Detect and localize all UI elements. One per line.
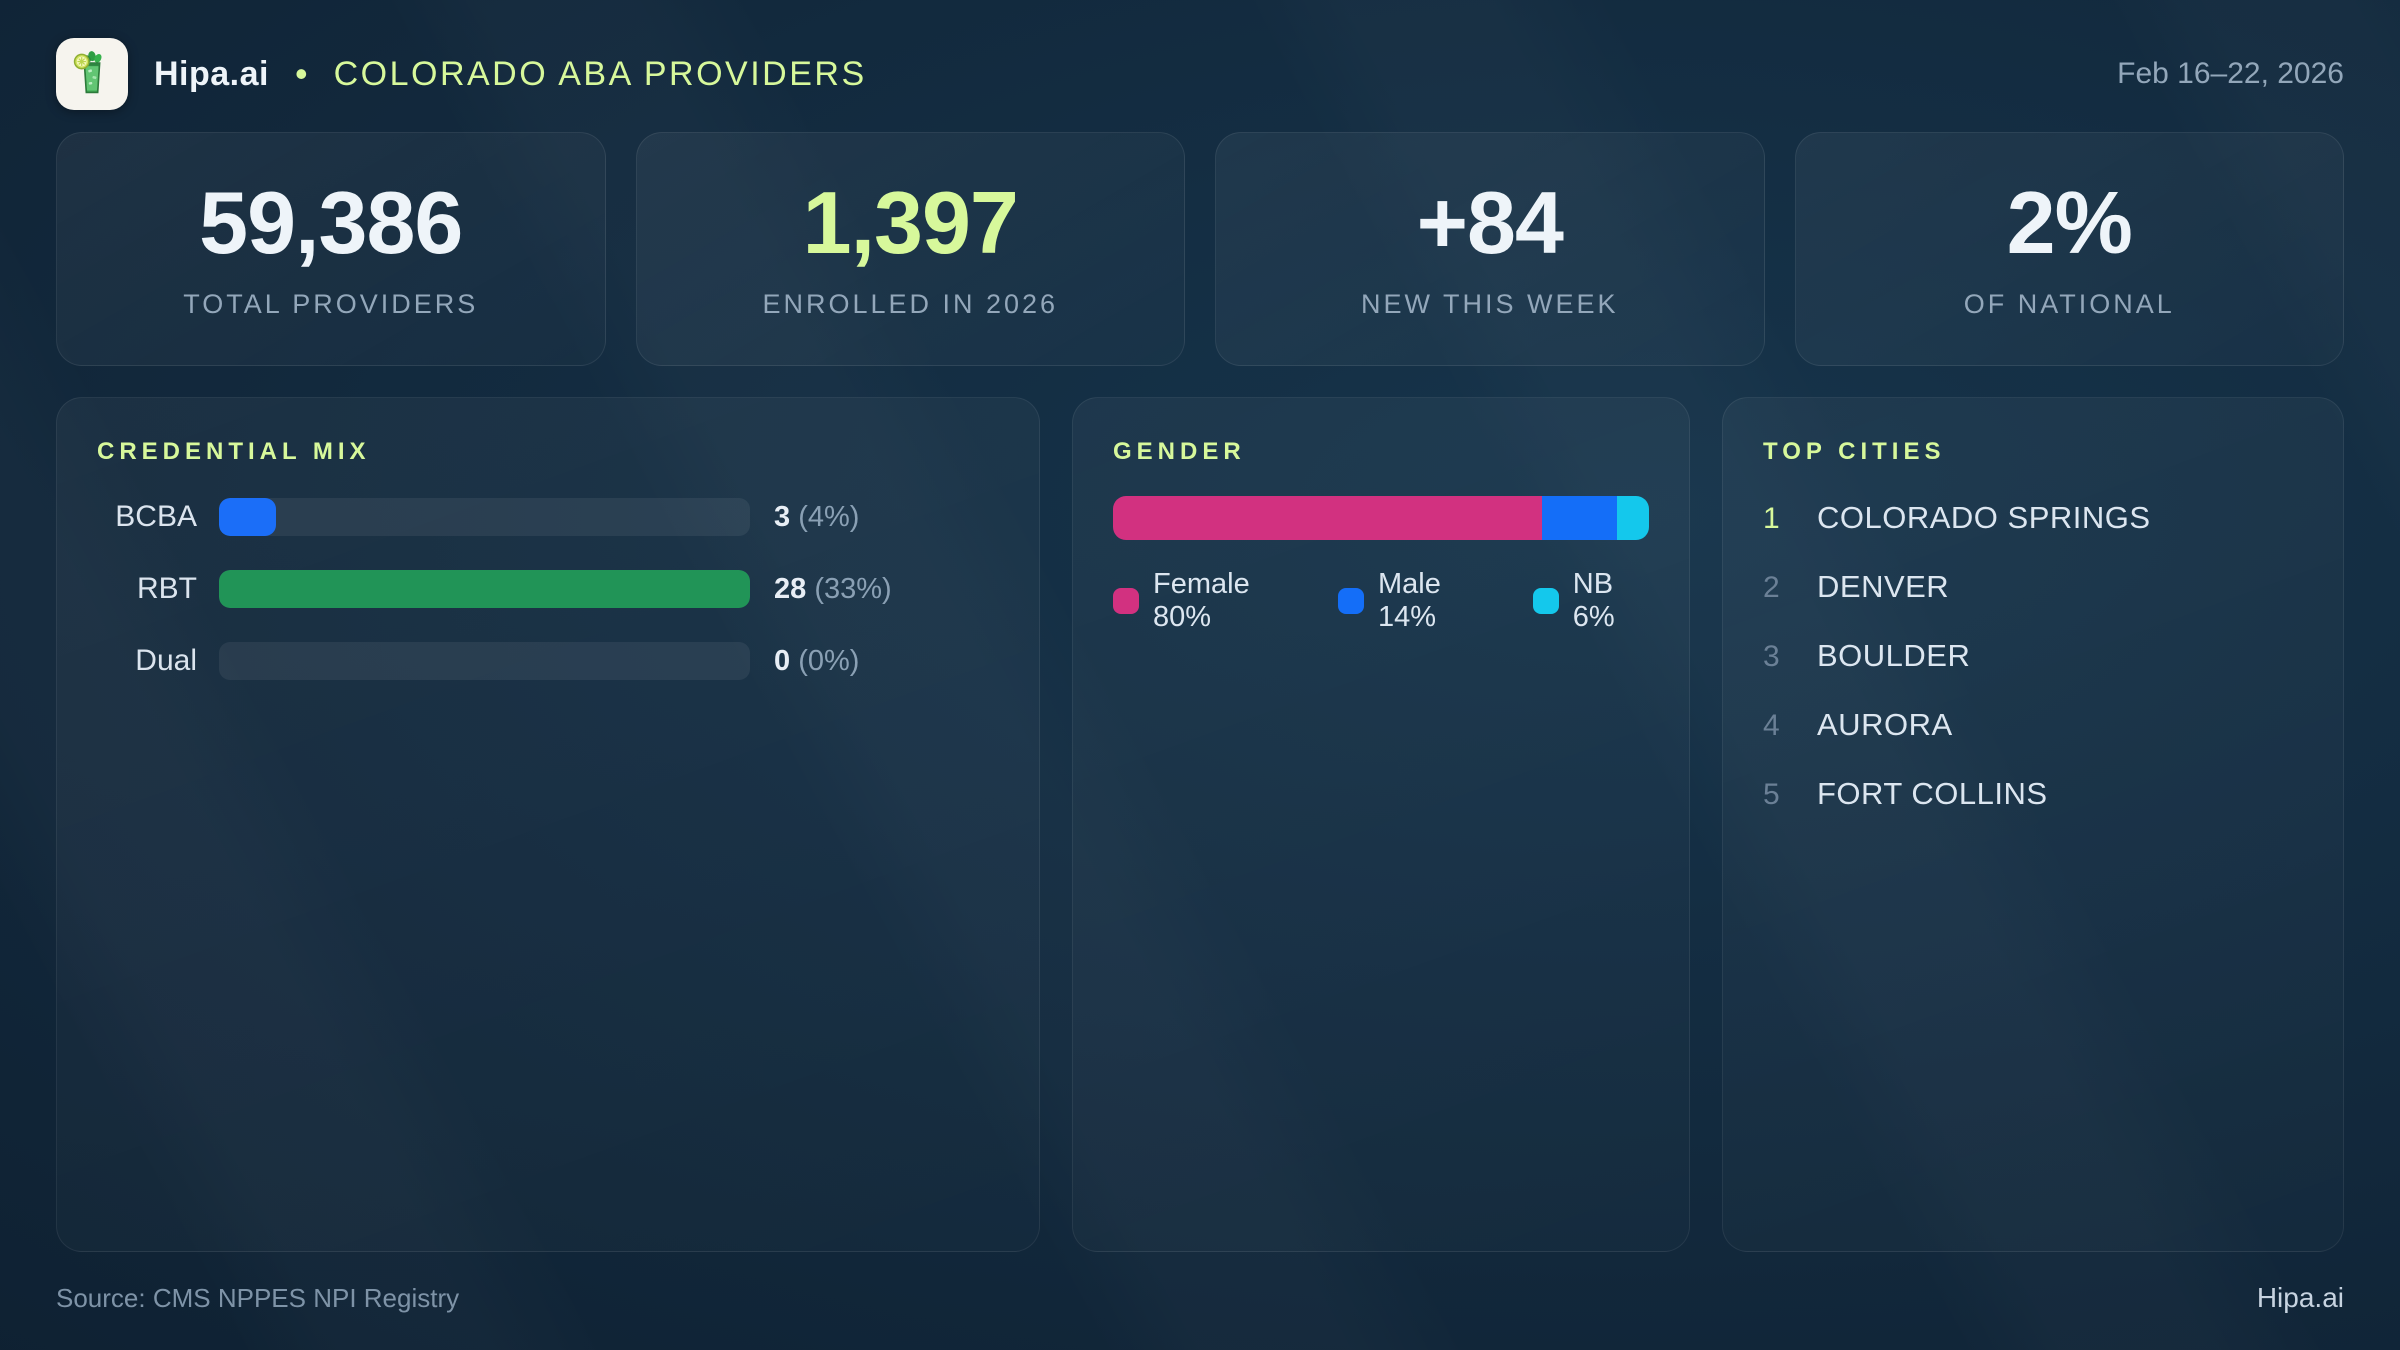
gender-bar-segment-female (1113, 496, 1542, 540)
mojito-glass-icon (56, 38, 128, 110)
footer-brand: Hipa.ai (2256, 1282, 2344, 1313)
credential-percent: (0%) (798, 644, 860, 677)
panels-row: CREDENTIAL MIX BCBA 3 (4%) RBT 28 (33%) Dual… (56, 397, 2344, 1252)
credential-mix-chart: BCBA 3 (4%) RBT 28 (33%) Dual 0 (0%) (97, 498, 999, 680)
source-attribution: Source: CMS NPPES NPI Registry (56, 1282, 460, 1313)
stat-card-new-this-week: +84 NEW THIS WEEK (1215, 132, 1765, 366)
city-name: AURORA (1817, 707, 1953, 742)
city-row: 1 COLORADO SPRINGS (1763, 500, 2303, 536)
stat-label: ENROLLED IN 2026 (762, 288, 1059, 319)
stat-card-enrolled: 1,397 ENROLLED IN 2026 (635, 132, 1185, 366)
city-row: 2 DENVER (1763, 569, 2303, 605)
credential-bar-track (219, 642, 750, 680)
credential-count: 0 (774, 644, 791, 677)
legend-label: Female 80% (1153, 568, 1250, 633)
stat-value: 2% (2006, 172, 2133, 272)
city-rank: 5 (1763, 778, 1780, 811)
credential-label: RBT (137, 572, 197, 605)
credential-value: 0 (0%) (774, 645, 859, 678)
gender-bar-segment-nb (1616, 496, 1649, 540)
legend-label: Male 14% (1377, 568, 1441, 633)
credential-mix-panel: CREDENTIAL MIX BCBA 3 (4%) RBT 28 (33%) Dual… (56, 397, 1040, 1252)
city-rank: 3 (1763, 640, 1780, 673)
gender-stacked-bar (1113, 496, 1649, 540)
stat-card-of-national: 2% OF NATIONAL (1794, 132, 2344, 366)
credential-row-rbt: RBT 28 (33%) (97, 570, 999, 608)
credential-percent: (4%) (798, 500, 860, 533)
date-range: Feb 16–22, 2026 (2117, 57, 2344, 90)
top-cities-title: TOP CITIES (1763, 438, 1946, 465)
gender-bar-segment-male (1541, 496, 1617, 540)
credential-percent: (33%) (814, 572, 892, 605)
legend-item-female: Female 80% (1113, 568, 1294, 634)
footer: Source: CMS NPPES NPI Registry Hipa.ai (56, 1282, 2344, 1314)
header: Hipa.ai • COLORADO ABA PROVIDERS Feb 16–… (56, 38, 2344, 110)
mojito-glass-graphic (73, 51, 102, 94)
credential-label: BCBA (115, 500, 197, 533)
legend-swatch-icon (1532, 588, 1559, 614)
city-row: 4 AURORA (1763, 707, 2303, 743)
stat-card-total-providers: 59,386 TOTAL PROVIDERS (56, 132, 606, 366)
brand-group: Hipa.ai • COLORADO ABA PROVIDERS (56, 38, 867, 110)
credential-value: 3 (4%) (774, 501, 859, 534)
gender-panel: GENDER Female 80% Male 14% NB 6% (1072, 397, 1690, 1252)
credential-label: Dual (135, 644, 197, 677)
separator-dot-icon: • (294, 53, 308, 94)
credential-mix-title: CREDENTIAL MIX (97, 438, 371, 465)
credential-value: 28 (33%) (774, 573, 892, 606)
gender-title: GENDER (1113, 438, 1246, 465)
stat-label: OF NATIONAL (1963, 288, 2175, 319)
stat-value: +84 (1416, 172, 1564, 272)
city-name: COLORADO SPRINGS (1817, 500, 2151, 535)
stat-label: TOTAL PROVIDERS (183, 288, 479, 319)
brand-name: Hipa.ai (154, 54, 269, 93)
city-row: 3 BOULDER (1763, 638, 2303, 674)
legend-swatch-icon (1113, 588, 1139, 614)
credential-bar-fill (219, 570, 750, 608)
stat-label: NEW THIS WEEK (1360, 288, 1619, 319)
gender-legend: Female 80% Male 14% NB 6% (1113, 568, 1649, 634)
top-cities-panel: TOP CITIES 1 COLORADO SPRINGS 2 DENVER 3 BOUL… (1722, 397, 2344, 1252)
stat-value: 1,397 (802, 172, 1019, 272)
legend-label: NB 6% (1572, 568, 1615, 633)
stat-value: 59,386 (199, 172, 463, 272)
legend-item-nb: NB 6% (1532, 568, 1649, 634)
credential-count: 28 (774, 572, 807, 605)
credential-row-bcba: BCBA 3 (4%) (97, 498, 999, 536)
city-row: 5 FORT COLLINS (1763, 776, 2303, 812)
city-name: DENVER (1817, 569, 1950, 604)
legend-swatch-icon (1337, 588, 1364, 614)
city-rank: 1 (1763, 502, 1780, 535)
credential-bar-fill (219, 498, 276, 536)
top-cities-list: 1 COLORADO SPRINGS 2 DENVER 3 BOULDER 4 AURORA 5… (1763, 500, 2303, 812)
city-rank: 2 (1763, 571, 1780, 604)
page-title: COLORADO ABA PROVIDERS (333, 54, 867, 93)
city-rank: 4 (1763, 709, 1780, 742)
legend-item-male: Male 14% (1337, 568, 1489, 634)
credential-count: 3 (774, 500, 791, 533)
city-name: FORT COLLINS (1817, 776, 2048, 811)
city-name: BOULDER (1817, 638, 1971, 673)
credential-row-dual: Dual 0 (0%) (97, 642, 999, 680)
credential-bar-track (219, 498, 750, 536)
stats-row: 59,386 TOTAL PROVIDERS 1,397 ENROLLED IN… (56, 132, 2344, 366)
credential-bar-track (219, 570, 750, 608)
